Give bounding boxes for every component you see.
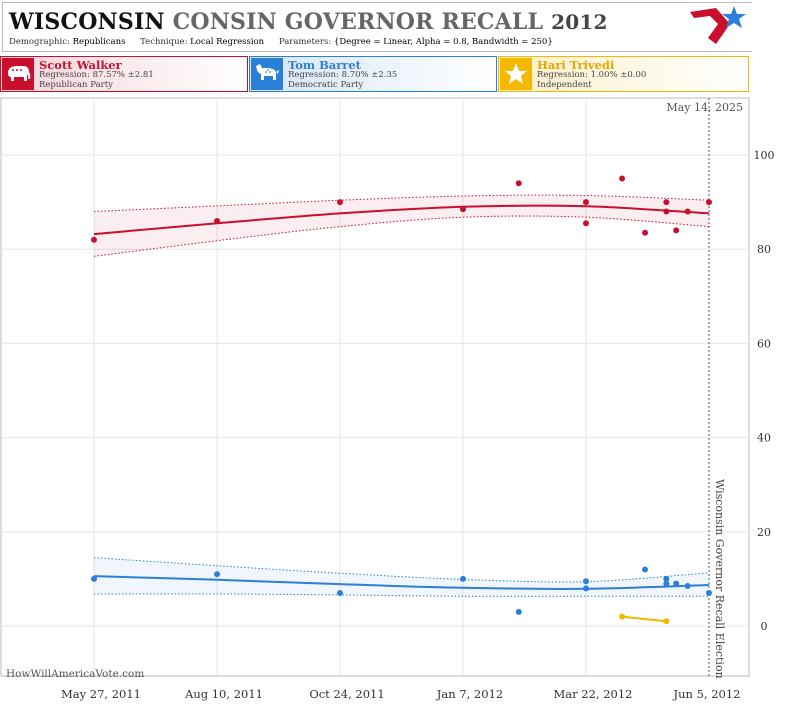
tom-barret-point bbox=[583, 585, 589, 592]
tom-barret-point bbox=[583, 578, 589, 585]
tom-barret-trend-line bbox=[93, 575, 710, 590]
candidate-name: Tom Barret bbox=[288, 58, 361, 72]
donkey-icon bbox=[251, 58, 283, 90]
candidate-name: Hari Trivedi bbox=[537, 58, 615, 72]
parameters-value: {Degree = Linear, Alpha = 0.8, Bandwidth… bbox=[333, 37, 553, 47]
tom-barret-point bbox=[642, 566, 649, 573]
scott-walker-point bbox=[642, 229, 649, 236]
candidate-card-barret: Tom Barret Regression: 8.70% ±2.35 Democ… bbox=[249, 56, 497, 92]
title-rest: CONSIN GOVERNOR RECALL bbox=[172, 9, 544, 35]
scott-walker-band-fill bbox=[94, 195, 709, 257]
tom-barret-band-upper bbox=[93, 557, 710, 583]
x-tick-label: Jan 7, 2012 bbox=[436, 687, 503, 701]
plot-frame bbox=[0, 97, 750, 677]
technique-value: Local Regression bbox=[190, 37, 265, 47]
title-state: WISCONSIN bbox=[9, 9, 165, 35]
x-tick-label: Aug 10, 2011 bbox=[184, 687, 263, 701]
tom-barret-band-lower bbox=[93, 593, 709, 597]
tom-barret-point bbox=[663, 575, 670, 582]
watermark: HowWillAmericaVote.com bbox=[6, 668, 145, 680]
candidate-card-trivedi: Hari Trivedi Regression: 1.00% ±0.00 Ind… bbox=[498, 56, 749, 92]
scott-walker-trend-line bbox=[93, 204, 710, 236]
candidate-party: Democratic Party bbox=[288, 80, 364, 90]
candidate-party: Republican Party bbox=[39, 80, 113, 90]
candidate-party: Independent bbox=[537, 80, 592, 90]
elephant-icon bbox=[2, 58, 34, 90]
y-tick-label: 100 bbox=[754, 149, 775, 162]
candidate-legend: Scott Walker Regression: 87.57% ±2.81 Re… bbox=[0, 56, 749, 92]
scott-walker-point bbox=[706, 199, 712, 206]
y-tick-label: 0 bbox=[761, 620, 768, 633]
x-tick-label: Mar 22, 2012 bbox=[554, 687, 633, 701]
today-label: May 14, 2025 bbox=[666, 101, 743, 114]
tom-barret-point bbox=[673, 580, 680, 587]
tom-barret-point bbox=[684, 582, 691, 589]
candidate-card-walker: Scott Walker Regression: 87.57% ±2.81 Re… bbox=[0, 56, 248, 92]
title-year: 2012 bbox=[551, 10, 608, 34]
scott-walker-point bbox=[460, 206, 466, 213]
y-tick-label: 80 bbox=[757, 243, 771, 256]
candidate-regression: Regression: 87.57% ±2.81 bbox=[39, 70, 154, 80]
demographic-value: Republicans bbox=[72, 37, 126, 47]
tom-barret-point bbox=[91, 575, 97, 582]
hari-trivedi-point bbox=[619, 613, 626, 620]
technique-label: Technique: bbox=[140, 37, 188, 47]
parameters-label: Parameters: bbox=[278, 37, 332, 47]
scott-walker-point bbox=[684, 208, 691, 215]
tom-barret-point bbox=[337, 590, 343, 597]
site-logo-icon bbox=[690, 6, 746, 44]
scott-walker-point bbox=[515, 180, 522, 187]
poll-chart: 0 20 40 60 80 100 May 27, 2011 Aug 10, 2011 Oct … bbox=[0, 97, 775, 701]
scott-walker-point bbox=[663, 208, 670, 215]
chart-header: WISCONSIN CONSIN GOVERNOR RECALL 2012 De… bbox=[2, 2, 752, 52]
tom-barret-point bbox=[460, 575, 466, 582]
x-tick-label: May 27, 2011 bbox=[61, 687, 141, 701]
tom-barret-point bbox=[706, 590, 712, 597]
scott-walker-point bbox=[619, 175, 626, 182]
chart-title: WISCONSIN CONSIN GOVERNOR RECALL 2012 bbox=[9, 9, 608, 35]
candidate-name: Scott Walker bbox=[39, 58, 122, 72]
y-tick-label: 40 bbox=[757, 432, 771, 445]
scott-walker-point bbox=[673, 227, 680, 234]
election-label: Wisconsin Governor Recall Election bbox=[713, 479, 726, 679]
scott-walker-band-lower bbox=[93, 215, 710, 257]
star-icon bbox=[500, 58, 532, 90]
x-tick-label: Jun 5, 2012 bbox=[673, 687, 741, 701]
scott-walker-point bbox=[91, 236, 97, 243]
scott-walker-point bbox=[214, 217, 220, 224]
tom-barret-point bbox=[515, 608, 522, 615]
scott-walker-point bbox=[663, 199, 670, 206]
scott-walker-point bbox=[583, 220, 589, 227]
demographic-label: Demographic: bbox=[9, 37, 70, 47]
hari-trivedi-point bbox=[663, 618, 670, 625]
candidate-regression: Regression: 1.00% ±0.00 bbox=[537, 70, 647, 80]
tom-barret-point bbox=[663, 580, 670, 587]
candidate-regression: Regression: 8.70% ±2.35 bbox=[288, 70, 398, 80]
scott-walker-point bbox=[583, 199, 589, 206]
parameters-line: Demographic: Republicans Technique: Loca… bbox=[9, 37, 553, 47]
y-tick-label: 20 bbox=[757, 526, 771, 539]
scott-walker-band-upper bbox=[93, 194, 710, 212]
tom-barret-point bbox=[214, 571, 220, 578]
scott-walker-point bbox=[337, 199, 343, 206]
y-tick-label: 60 bbox=[757, 337, 771, 350]
x-tick-label: Oct 24, 2011 bbox=[309, 687, 384, 701]
